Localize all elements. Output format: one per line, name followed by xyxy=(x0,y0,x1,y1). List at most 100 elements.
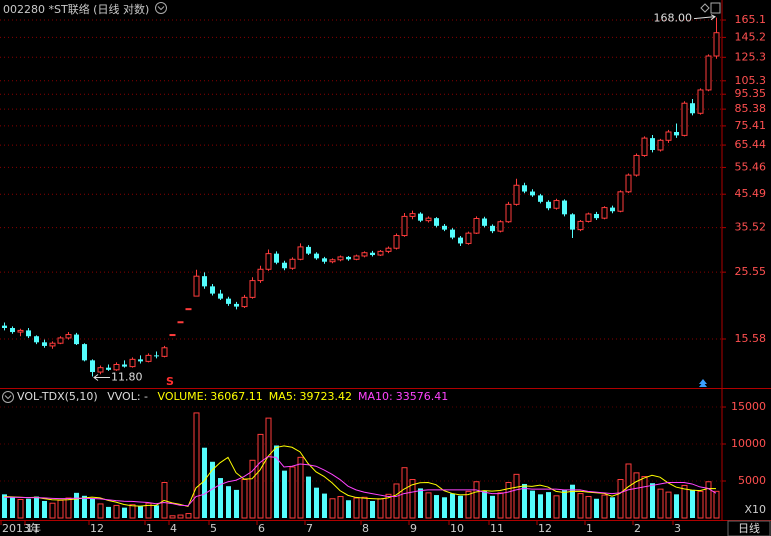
volume-bar xyxy=(697,490,704,519)
signal-label: S xyxy=(166,375,174,388)
legend-value: 36067.11 xyxy=(210,390,263,403)
candle-body xyxy=(473,218,480,234)
candle-body xyxy=(210,286,215,294)
candle-body xyxy=(530,191,535,196)
volume-bar xyxy=(650,483,655,518)
candle-body xyxy=(177,321,184,324)
x-tick-label: 1 xyxy=(146,522,153,535)
x-tick-label: 11 xyxy=(490,522,504,535)
volume-bar xyxy=(346,500,351,518)
candle-body xyxy=(57,337,64,344)
volume-bar xyxy=(265,417,272,519)
high-arrow xyxy=(693,14,716,21)
candle-body xyxy=(553,200,560,209)
candle-body xyxy=(74,334,79,345)
ma-line xyxy=(3,445,717,508)
dropdown-arrow xyxy=(157,6,165,11)
volume-bar xyxy=(361,496,368,519)
candle-body xyxy=(458,237,463,244)
candle-body xyxy=(193,275,200,297)
x-tick-label: 1 xyxy=(586,522,593,535)
dropdown-icon[interactable] xyxy=(2,391,14,403)
candle-body xyxy=(65,334,72,339)
candle-body xyxy=(538,195,543,202)
candle-body xyxy=(202,276,207,287)
volume-bar xyxy=(57,499,64,519)
x-tick-label: 3 xyxy=(674,522,681,535)
volume-bar xyxy=(97,503,104,519)
volume-bar xyxy=(705,481,712,519)
period-label: 日线 xyxy=(738,521,760,535)
candle-body xyxy=(617,191,624,212)
candle-body xyxy=(106,367,111,370)
candle-body xyxy=(705,55,712,91)
unit-label: X10 xyxy=(744,503,766,516)
volume-bar xyxy=(154,505,159,518)
volume-bar xyxy=(289,466,296,519)
y-tick-label: 85.38 xyxy=(735,102,767,115)
legend: VOLUME: 36067.11 MA5: 39723.42 MA10: 33576.41 xyxy=(158,390,455,403)
y-tick-label: 165.1 xyxy=(735,13,767,26)
candle-body xyxy=(522,185,527,192)
volume-bar xyxy=(633,472,640,519)
candle-body xyxy=(625,174,632,193)
volume-bar xyxy=(74,492,79,518)
y-tick-label: 15000 xyxy=(731,400,766,413)
dropdown-arrow xyxy=(4,395,12,400)
x-tick-label: 6 xyxy=(258,522,265,535)
candle-body xyxy=(690,103,695,114)
candle-body xyxy=(665,131,672,141)
volume-bar xyxy=(530,490,535,518)
volume-bar xyxy=(106,506,111,518)
candle-body xyxy=(482,218,487,226)
volume-bar xyxy=(377,498,384,519)
y-tick-label: 25.55 xyxy=(735,265,767,278)
period-button[interactable] xyxy=(727,520,771,536)
candle-body xyxy=(594,213,599,219)
candle-body xyxy=(322,258,327,262)
menu-icon[interactable] xyxy=(710,2,721,14)
y-tick-label: 105.3 xyxy=(735,74,767,87)
volume-bar xyxy=(26,498,31,518)
candle-body xyxy=(650,138,655,150)
volume-bar xyxy=(713,490,720,519)
volume-bar xyxy=(274,445,279,518)
volume-bar xyxy=(370,500,375,518)
signal-icon xyxy=(699,379,707,387)
volume-bar xyxy=(234,489,239,518)
volume-bar xyxy=(482,490,487,518)
candle-body xyxy=(337,256,344,261)
candle-body xyxy=(490,225,495,232)
candle-body xyxy=(234,303,239,307)
volume-bar xyxy=(249,459,256,519)
candle-body xyxy=(370,252,375,256)
dropdown-icon[interactable] xyxy=(155,2,167,14)
diamond-icon[interactable] xyxy=(700,3,710,13)
vvol-label: VVOL: - xyxy=(107,390,149,403)
candle-body xyxy=(97,367,104,373)
candle-body xyxy=(546,201,551,209)
volume-bar xyxy=(65,497,72,519)
x-tick-label: 10 xyxy=(450,522,464,535)
candle-body xyxy=(562,200,567,215)
candle-body xyxy=(346,256,351,260)
legend-name: MA5: xyxy=(268,390,297,403)
volume-bar xyxy=(10,497,15,518)
candle-body xyxy=(185,308,192,311)
x-tick-label: 12 xyxy=(538,522,552,535)
volume-bar xyxy=(450,493,455,518)
candle-body xyxy=(226,298,231,304)
volume-bar xyxy=(434,495,439,518)
chart-header: 002280 *ST联络 (日线 对数) xyxy=(3,1,155,17)
volume-bar xyxy=(610,497,615,518)
y-tick-label: 55.46 xyxy=(735,160,767,173)
volume-bar xyxy=(202,447,207,518)
legend-name: VOLUME: xyxy=(157,390,208,403)
candle-body xyxy=(138,359,143,362)
legend-entry: MA10: 33576.41 xyxy=(358,390,448,403)
volume-bar xyxy=(82,495,87,518)
candle-body xyxy=(497,221,504,232)
volume-bar xyxy=(513,473,520,519)
volume-bar xyxy=(34,496,39,518)
